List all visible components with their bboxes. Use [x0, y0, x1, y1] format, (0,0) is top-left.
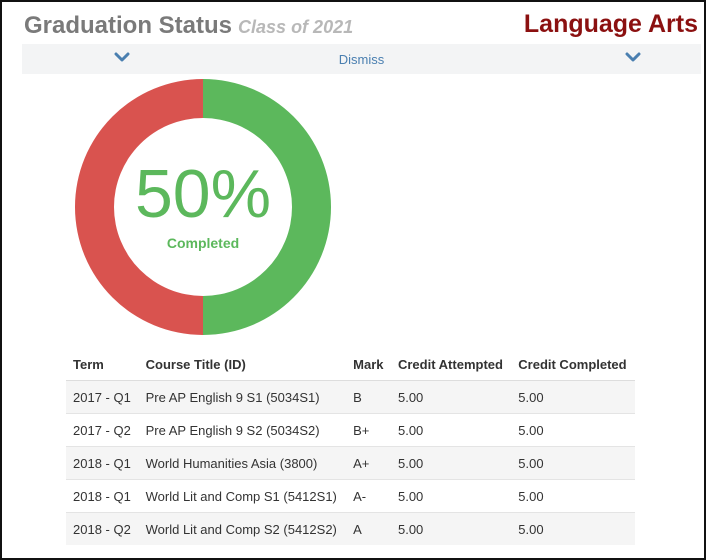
- completion-donut: [74, 79, 332, 335]
- credit-attempted-cell: 5.00: [390, 512, 512, 545]
- table-row: 2018 - Q2 World Lit and Comp S2 (5412S2)…: [66, 512, 635, 545]
- chevron-down-icon[interactable]: [625, 50, 641, 64]
- term-cell: 2018 - Q1: [66, 446, 139, 480]
- column-header-mark: Mark: [346, 348, 391, 381]
- title-text: Graduation Status: [24, 12, 233, 39]
- credit-completed-cell: 5.00: [511, 512, 635, 545]
- table-row: 2017 - Q2 Pre AP English 9 S2 (5034S2) B…: [66, 413, 635, 447]
- term-cell: 2018 - Q2: [66, 512, 139, 545]
- course-cell: Pre AP English 9 S2 (5034S2): [138, 413, 347, 447]
- page-title: Graduation Status Class of 2021: [24, 12, 353, 40]
- mark-cell: B+: [346, 413, 391, 447]
- credit-completed-cell: 5.00: [511, 446, 635, 480]
- credit-completed-cell: 5.00: [511, 413, 635, 447]
- mark-cell: B: [346, 380, 391, 414]
- course-cell: Pre AP English 9 S1 (5034S1): [138, 380, 347, 414]
- credit-attempted-cell: 5.00: [390, 446, 512, 480]
- panel-header: Graduation Status Class of 2021 Language …: [24, 8, 700, 45]
- chevron-down-icon[interactable]: [114, 50, 130, 64]
- course-cell: World Humanities Asia (3800): [138, 446, 347, 480]
- column-header-term: Term: [66, 348, 139, 381]
- term-cell: 2018 - Q1: [66, 479, 139, 513]
- credit-attempted-cell: 5.00: [390, 380, 512, 414]
- completion-percent: 50%: [134, 156, 272, 232]
- completion-status-label: Completed: [166, 235, 240, 251]
- credit-attempted-cell: 5.00: [390, 413, 512, 447]
- credit-attempted-cell: 5.00: [390, 479, 512, 513]
- dismiss-button[interactable]: Dismiss: [338, 52, 385, 67]
- courses-table: Term Course Title (ID) Mark Credit Attem…: [66, 348, 635, 545]
- table-row: 2017 - Q1 Pre AP English 9 S1 (5034S1) B…: [66, 380, 635, 414]
- mark-cell: A+: [346, 446, 391, 480]
- donut-completed-segment: [203, 79, 332, 335]
- donut-remaining-segment: [74, 79, 203, 335]
- subject-title: Language Arts: [523, 10, 698, 38]
- column-header-course: Course Title (ID): [138, 348, 347, 381]
- mark-cell: A-: [346, 479, 391, 513]
- donut-center: 50% Completed: [74, 78, 332, 336]
- table-row: 2018 - Q1 World Lit and Comp S1 (5412S1)…: [66, 479, 635, 513]
- dismiss-bar: Dismiss: [22, 44, 701, 74]
- credit-completed-cell: 5.00: [511, 479, 635, 513]
- class-year-subtitle: Class of 2021: [238, 17, 354, 37]
- table-row: 2018 - Q1 World Humanities Asia (3800) A…: [66, 446, 635, 480]
- term-cell: 2017 - Q2: [66, 413, 139, 447]
- column-header-credit-attempted: Credit Attempted: [390, 348, 512, 381]
- table-header-row: Term Course Title (ID) Mark Credit Attem…: [66, 348, 635, 381]
- term-cell: 2017 - Q1: [66, 380, 139, 414]
- credit-completed-cell: 5.00: [511, 380, 635, 414]
- course-cell: World Lit and Comp S2 (5412S2): [138, 512, 347, 545]
- course-cell: World Lit and Comp S1 (5412S1): [138, 479, 347, 513]
- mark-cell: A: [346, 512, 391, 545]
- column-header-credit-completed: Credit Completed: [511, 348, 635, 381]
